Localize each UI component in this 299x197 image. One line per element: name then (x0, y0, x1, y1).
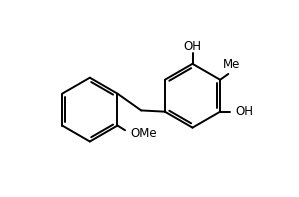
Text: OMe: OMe (130, 127, 157, 140)
Text: OH: OH (184, 40, 202, 53)
Text: OH: OH (236, 105, 254, 118)
Text: Me: Me (223, 59, 240, 72)
